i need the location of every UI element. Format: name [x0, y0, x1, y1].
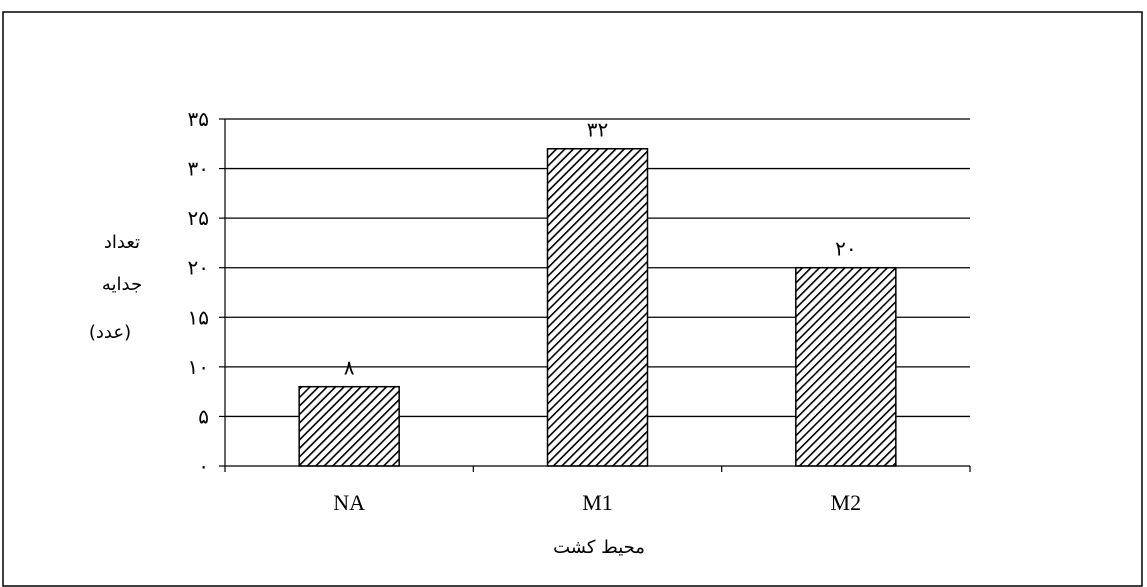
data-label: ۳۲ [587, 118, 608, 142]
bar-na [298, 385, 400, 467]
bar-m2 [795, 266, 897, 467]
y-axis-title-line-3: (عدد) [89, 322, 131, 343]
y-tick-label: ۳۰ [188, 157, 209, 181]
chart-frame [2, 11, 1143, 587]
data-label: ۸ [344, 356, 355, 380]
y-tick-label: ۵ [198, 404, 209, 428]
x-axis-title: محیط کشت [553, 537, 645, 558]
bar-m1 [546, 147, 649, 467]
x-axis-ticks: NA M1 M2 [224, 466, 971, 515]
y-tick-label: ۲۵ [188, 206, 209, 230]
x-tick-label: NA [333, 490, 365, 515]
bars: ۸ ۳۲ ۲۰ [298, 118, 897, 467]
y-tick-label: ۲۰ [188, 256, 209, 280]
y-axis-title-line-2: جدایه [102, 274, 142, 295]
y-tick-label: ۳۵ [188, 107, 209, 131]
x-tick-label: M2 [831, 490, 862, 515]
x-tick-label: M1 [582, 490, 613, 515]
y-axis-title-line-1: تعداد [104, 232, 140, 253]
y-axis-ticks: ۰ ۵ ۱۰ ۱۵ ۲۰ ۲۵ ۳۰ ۳۵ [188, 107, 225, 478]
y-tick-label: ۱۰ [188, 355, 209, 379]
data-label: ۲۰ [835, 237, 856, 261]
y-tick-label: ۰ [198, 454, 209, 478]
y-tick-label: ۱۵ [188, 305, 209, 329]
